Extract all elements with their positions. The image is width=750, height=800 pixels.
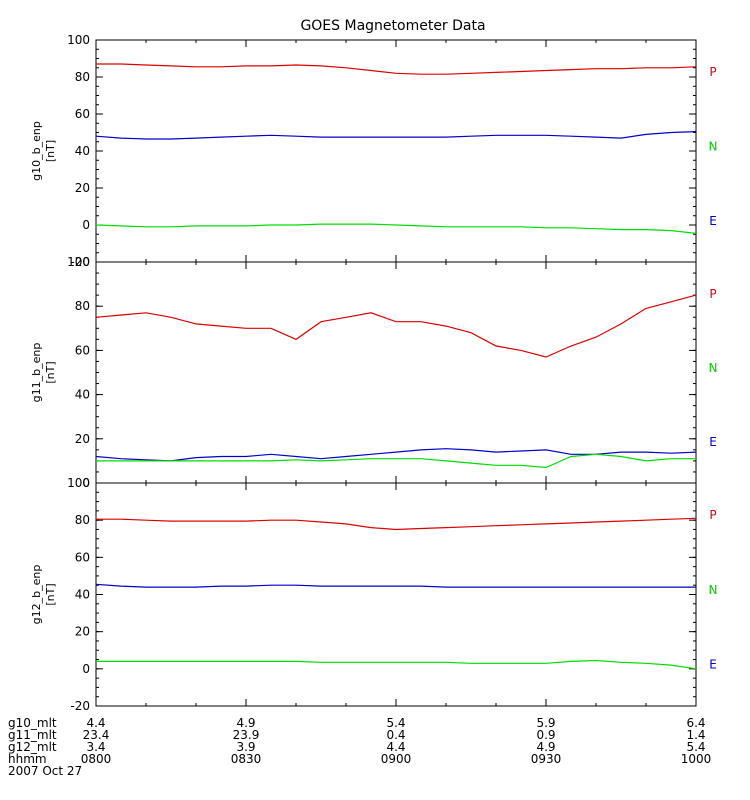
footer-value: 0800 xyxy=(81,752,112,766)
series-line-n xyxy=(95,583,696,588)
panel-2: 0 20 40 60 80 100 g11_b_enp [nT] P N E xyxy=(30,255,717,490)
y-tick-label: 80 xyxy=(75,299,90,313)
footer-value: 4.4 xyxy=(386,740,405,754)
chart-title: GOES Magnetometer Data xyxy=(300,18,485,34)
legend-label-e: E xyxy=(709,435,717,449)
y-axis-unit: [nT] xyxy=(44,583,57,605)
y-tick-label: 0 xyxy=(82,662,90,676)
y-axis-label: g10_b_enp xyxy=(30,121,43,181)
y-tick-label: 60 xyxy=(75,107,90,121)
y-tick-label: 100 xyxy=(67,476,90,490)
panel-3: -20 0 20 40 60 80 100 g12_b_enp [nT] P N E xyxy=(30,476,717,713)
y-axis-label: g12_b_enp xyxy=(30,565,43,625)
y-tick-label: 0 xyxy=(82,218,90,232)
series-line-e xyxy=(96,659,697,670)
y-tick-label: 0 xyxy=(82,476,90,490)
y-axis-unit: [nT] xyxy=(44,140,57,162)
legend-label-p: P xyxy=(709,508,716,522)
y-axis-unit: [nT] xyxy=(44,361,57,383)
footer-value: 5.4 xyxy=(686,740,705,754)
legend-label-p: P xyxy=(709,287,716,301)
footer-label: g11_mlt xyxy=(8,728,57,742)
y-tick-label: 20 xyxy=(75,432,90,446)
footer-value: 23.4 xyxy=(83,728,110,742)
footer-value: 4.9 xyxy=(236,716,255,730)
series-line-e xyxy=(95,223,697,234)
footer-value: 1.4 xyxy=(686,728,705,742)
legend-label-p: P xyxy=(709,65,716,79)
footer-value: 0930 xyxy=(531,752,562,766)
series-line-p xyxy=(95,294,697,358)
footer-value: 0.9 xyxy=(536,728,555,742)
footer-label: g12_mlt xyxy=(8,740,57,754)
y-tick-label: 20 xyxy=(75,181,90,195)
legend-label-e: E xyxy=(709,658,717,672)
legend-label-n: N xyxy=(709,139,718,153)
series-line-p xyxy=(96,517,697,531)
y-tick-label: -20 xyxy=(70,255,90,269)
footer-date: 2007 Oct 27 xyxy=(8,764,82,778)
footer-value: 0.4 xyxy=(386,728,405,742)
plot-frame xyxy=(95,482,697,707)
y-axis-label: g11_b_enp xyxy=(30,343,43,403)
legend-label-e: E xyxy=(709,214,717,228)
y-tick-label: 80 xyxy=(75,513,90,527)
footer-label: g10_mlt xyxy=(8,716,57,730)
panel-1: -20 0 20 40 60 80 100 g10_b_enp [nT] P N E xyxy=(30,33,717,269)
series-line-e xyxy=(96,453,696,469)
y-tick-label: 100 xyxy=(67,33,90,47)
legend-label-n: N xyxy=(709,361,718,375)
series-line-n xyxy=(95,131,697,140)
footer-value: 5.4 xyxy=(386,716,405,730)
legend-label-n: N xyxy=(709,583,718,597)
footer-value: 3.4 xyxy=(86,740,105,754)
footer-value: 1000 xyxy=(681,752,712,766)
y-tick-label: 40 xyxy=(75,588,90,602)
footer-value: 4.4 xyxy=(86,716,105,730)
y-tick-label: 60 xyxy=(75,343,90,357)
y-tick-label: 60 xyxy=(75,550,90,564)
footer-value: 6.4 xyxy=(686,716,705,730)
y-tick-label: 100 xyxy=(67,255,90,269)
plot-frame xyxy=(95,261,697,484)
footer-label: hhmm xyxy=(8,752,47,766)
footer-value: 5.9 xyxy=(536,716,555,730)
y-tick-label: 40 xyxy=(75,388,90,402)
footer-value: 0900 xyxy=(381,752,412,766)
y-tick-label: 80 xyxy=(75,70,90,84)
y-tick-label: -20 xyxy=(70,699,90,713)
footer-value: 0830 xyxy=(231,752,262,766)
footer-value: 4.9 xyxy=(536,740,555,754)
y-tick-label: 20 xyxy=(75,625,90,639)
y-tick-label: 40 xyxy=(75,144,90,158)
footer-value: 23.9 xyxy=(233,728,260,742)
footer-value: 3.9 xyxy=(236,740,255,754)
series-line-p xyxy=(96,63,697,75)
